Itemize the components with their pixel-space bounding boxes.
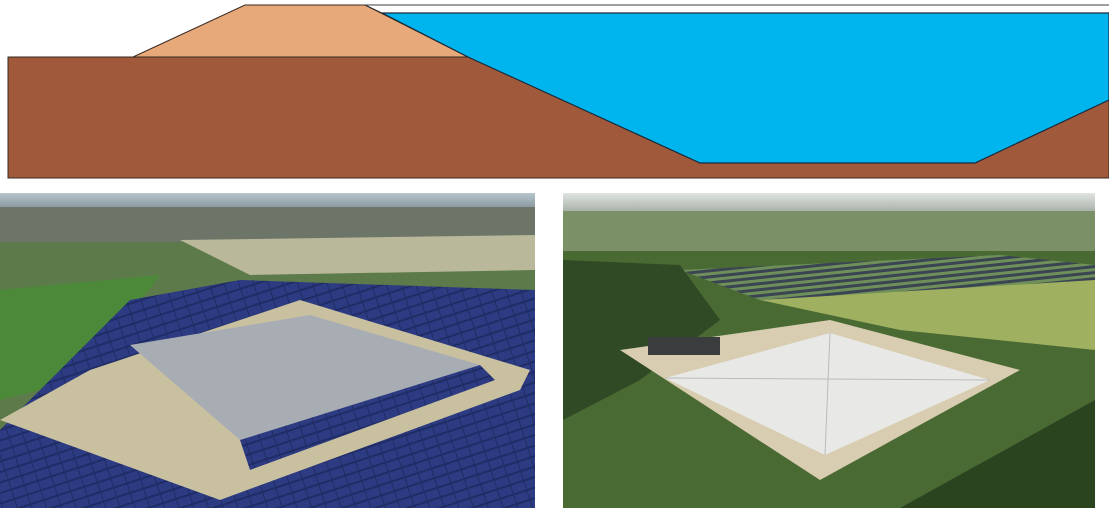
sky (563, 193, 1095, 211)
building (648, 337, 720, 355)
pit-cover (130, 315, 480, 440)
field (760, 280, 1095, 350)
sky (0, 193, 535, 207)
grass (0, 275, 160, 400)
cover-seams (664, 332, 991, 456)
trees (900, 400, 1095, 508)
seam (664, 377, 991, 381)
far-fields (563, 211, 1095, 251)
water (381, 12, 1109, 164)
cross-section (7, 4, 1109, 179)
photo-right (563, 193, 1095, 508)
town (0, 207, 535, 242)
solar-row (240, 365, 495, 470)
photo-left (0, 193, 535, 508)
seam (824, 332, 831, 456)
forest (563, 260, 720, 420)
field (180, 235, 535, 275)
liner-edge (364, 4, 383, 14)
